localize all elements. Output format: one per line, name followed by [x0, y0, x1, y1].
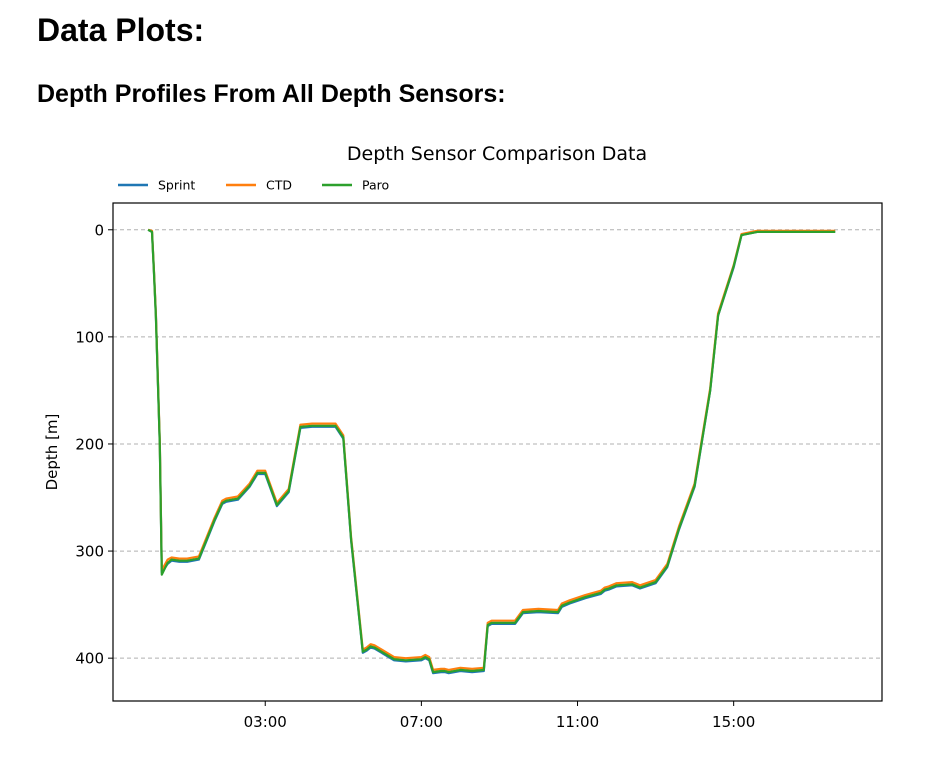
y-axis-label: Depth [m]	[43, 414, 61, 491]
y-tick-label: 400	[75, 650, 104, 668]
y-tick-label: 300	[75, 543, 104, 561]
x-tick-label: 15:00	[712, 713, 755, 731]
x-tick-label: 11:00	[556, 713, 599, 731]
legend-label-sprint: Sprint	[158, 178, 195, 193]
legend-label-ctd: CTD	[266, 178, 292, 193]
legend-label-paro: Paro	[362, 178, 389, 193]
y-tick-label: 0	[94, 221, 104, 239]
page-heading: Data Plots:	[37, 12, 205, 48]
legend: Sprint CTD Paro	[118, 178, 389, 193]
plot-frame	[112, 202, 883, 702]
series-line-paro	[147, 228, 836, 674]
y-tick-label: 100	[75, 328, 104, 346]
section-heading: Depth Profiles From All Depth Sensors:	[37, 80, 506, 108]
y-tick-label: 200	[75, 435, 104, 453]
series-line-sprint	[147, 228, 836, 675]
x-tick-label: 03:00	[244, 713, 287, 731]
chart-title: Depth Sensor Comparison Data	[347, 143, 647, 165]
x-tick-label: 07:00	[400, 713, 443, 731]
series-line-ctd	[147, 228, 836, 672]
